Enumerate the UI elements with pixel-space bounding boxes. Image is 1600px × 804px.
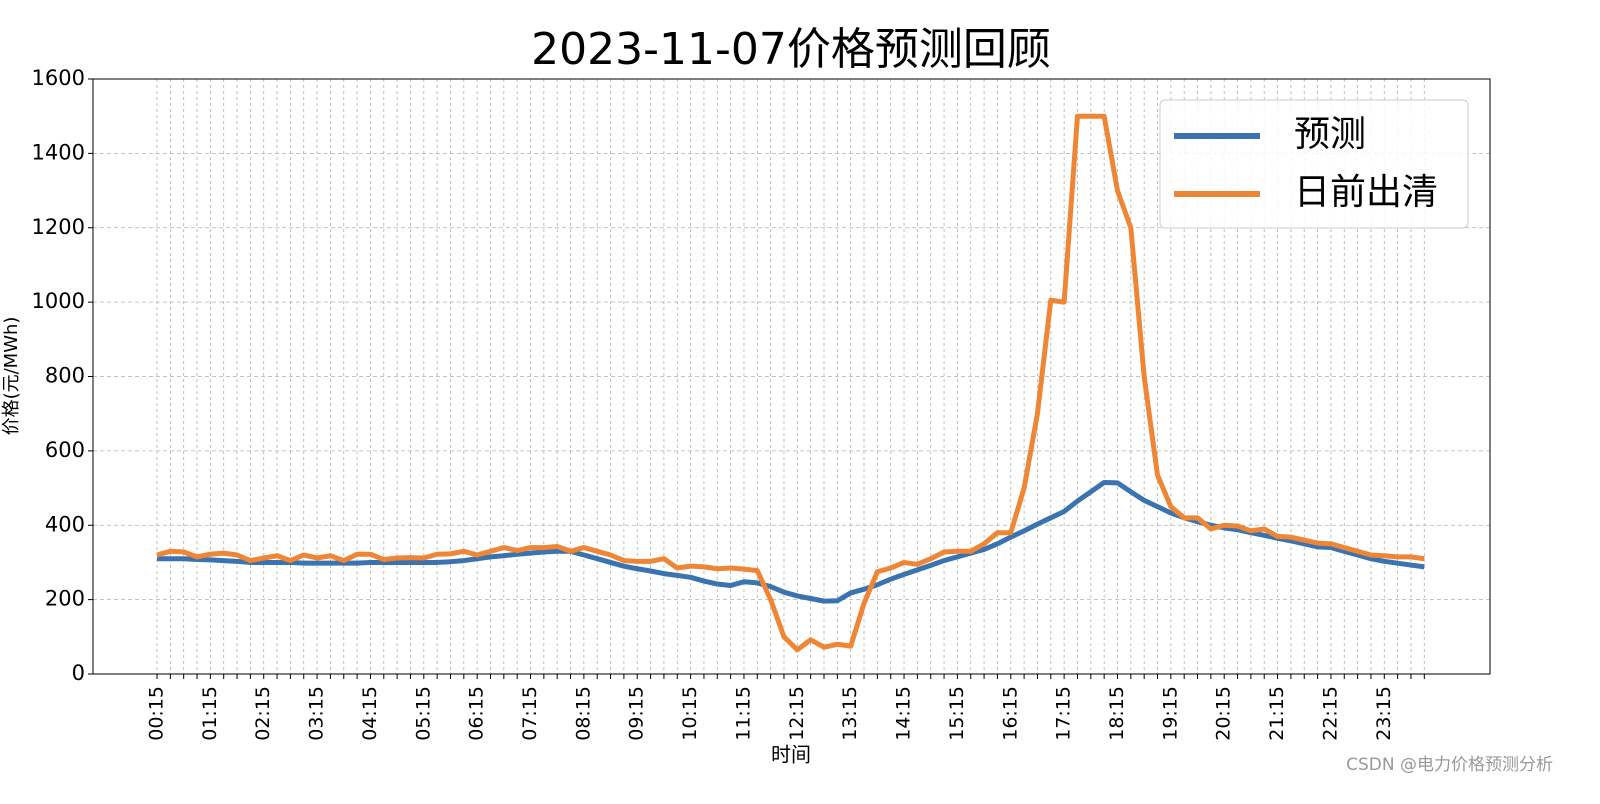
x-tick-label: 06:15 bbox=[466, 686, 488, 741]
x-tick-label: 11:15 bbox=[732, 686, 754, 741]
x-tick-label: 20:15 bbox=[1213, 686, 1235, 741]
x-tick-label: 13:15 bbox=[839, 686, 861, 741]
series-line bbox=[156, 113, 1425, 653]
y-tick-label: 200 bbox=[45, 587, 85, 611]
y-axis-label: 价格(元/MWh) bbox=[1, 317, 22, 436]
y-tick-label: 800 bbox=[45, 364, 85, 388]
x-tick-label: 07:15 bbox=[519, 686, 541, 741]
y-tick-label: 0 bbox=[72, 661, 85, 685]
legend-label: 日前出清 bbox=[1294, 172, 1438, 213]
y-tick-label: 1000 bbox=[32, 289, 85, 313]
x-tick-label: 15:15 bbox=[946, 686, 968, 741]
x-tick-label: 19:15 bbox=[1159, 686, 1181, 741]
x-tick-label: 04:15 bbox=[359, 686, 381, 741]
chart-title: 2023-11-07价格预测回顾 bbox=[531, 24, 1051, 75]
x-tick-label: 16:15 bbox=[999, 686, 1021, 741]
x-axis-label: 时间 bbox=[771, 743, 811, 767]
y-tick-label: 600 bbox=[45, 438, 85, 462]
y-tick-label: 1400 bbox=[32, 140, 85, 164]
x-tick-label: 09:15 bbox=[626, 686, 648, 741]
y-tick-label: 1200 bbox=[32, 215, 85, 239]
x-tick-label: 12:15 bbox=[786, 686, 808, 741]
legend-label: 预测 bbox=[1294, 114, 1366, 155]
x-tick-label: 01:15 bbox=[199, 686, 221, 741]
x-tick-label: 23:15 bbox=[1373, 686, 1395, 741]
y-tick-label: 400 bbox=[45, 512, 85, 536]
series-line bbox=[157, 479, 1425, 604]
x-tick-label: 02:15 bbox=[252, 686, 274, 741]
x-tick-label: 22:15 bbox=[1319, 686, 1341, 741]
x-tick-label: 14:15 bbox=[893, 686, 915, 741]
x-tick-label: 21:15 bbox=[1266, 686, 1288, 741]
x-tick-label: 05:15 bbox=[412, 686, 434, 741]
x-tick-label: 17:15 bbox=[1053, 686, 1075, 741]
watermark: CSDN @电力价格预测分析 bbox=[1346, 755, 1553, 775]
x-tick-label: 03:15 bbox=[306, 686, 328, 741]
x-tick-label: 00:15 bbox=[146, 686, 168, 741]
y-tick-label: 1600 bbox=[32, 66, 85, 90]
x-tick-label: 08:15 bbox=[572, 686, 594, 741]
x-tick-label: 18:15 bbox=[1106, 686, 1128, 741]
x-tick-label: 10:15 bbox=[679, 686, 701, 741]
plot-frame bbox=[92, 78, 1491, 675]
